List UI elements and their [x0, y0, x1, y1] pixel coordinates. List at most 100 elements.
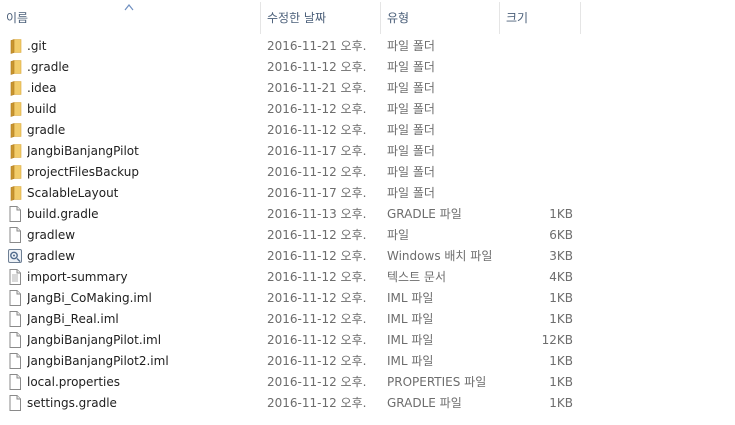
file-row[interactable]: build.gradle 2016-11-13 오후... GRADLE 파일 1KB	[0, 204, 735, 225]
file-type: 파일 폴더	[387, 39, 435, 53]
file-row[interactable]: gradlew 2016-11-12 오후... Windows 배치 파일 3KB	[0, 246, 735, 267]
column-header: 이름 수정한 날짜 유형 크기	[0, 0, 735, 36]
file-name: gradlew	[27, 228, 76, 242]
file-type: 파일 폴더	[387, 102, 435, 116]
folder-icon	[7, 80, 23, 96]
file-size	[500, 183, 573, 204]
file-icon	[7, 374, 23, 390]
file-name: JangbiBanjangPilot.iml	[27, 333, 162, 347]
folder-icon	[7, 101, 23, 117]
column-divider[interactable]	[499, 2, 500, 34]
file-type: Windows 배치 파일	[387, 249, 493, 263]
column-header-size[interactable]: 크기	[500, 0, 580, 36]
column-header-date-label: 수정한 날짜	[267, 11, 327, 25]
file-date-modified: 2016-11-12 오후...	[267, 291, 367, 305]
column-divider[interactable]	[580, 2, 581, 34]
file-date-modified: 2016-11-12 오후...	[267, 354, 367, 368]
file-date-modified: 2016-11-12 오후...	[267, 333, 367, 347]
file-row[interactable]: .git 2016-11-21 오후... 파일 폴더	[0, 36, 735, 57]
file-type: GRADLE 파일	[387, 396, 462, 410]
file-row[interactable]: .idea 2016-11-21 오후... 파일 폴더	[0, 78, 735, 99]
file-name: JangBi_Real.iml	[27, 312, 119, 326]
file-size: 6KB	[549, 228, 573, 242]
folder-icon	[7, 143, 23, 159]
file-type: 파일 폴더	[387, 186, 435, 200]
file-size: 12KB	[541, 333, 573, 347]
file-row[interactable]: ScalableLayout 2016-11-17 오후... 파일 폴더	[0, 183, 735, 204]
file-icon	[7, 395, 23, 411]
file-name: JangbiBanjangPilot	[27, 144, 139, 158]
file-row[interactable]: gradle 2016-11-12 오후... 파일 폴더	[0, 120, 735, 141]
file-row[interactable]: JangbiBanjangPilot.iml 2016-11-12 오후... IM…	[0, 330, 735, 351]
file-date-modified: 2016-11-12 오후...	[267, 375, 367, 389]
column-header-name-label: 이름	[6, 11, 29, 25]
file-icon	[7, 353, 23, 369]
file-row[interactable]: build 2016-11-12 오후... 파일 폴더	[0, 99, 735, 120]
file-name: gradlew	[27, 249, 76, 263]
file-icon	[7, 227, 23, 243]
file-type: IML 파일	[387, 333, 434, 347]
file-type: 텍스트 문서	[387, 270, 447, 284]
file-type: GRADLE 파일	[387, 207, 462, 221]
file-date-modified: 2016-11-12 오후...	[267, 102, 367, 116]
file-name: projectFilesBackup	[27, 165, 139, 179]
file-size	[500, 36, 573, 57]
folder-icon	[7, 59, 23, 75]
sort-ascending-icon	[124, 4, 134, 11]
file-name: ScalableLayout	[27, 186, 119, 200]
file-type: IML 파일	[387, 291, 434, 305]
file-row[interactable]: JangbiBanjangPilot 2016-11-17 오후... 파일 폴더	[0, 141, 735, 162]
file-size: 1KB	[549, 291, 573, 305]
file-date-modified: 2016-11-12 오후...	[267, 270, 367, 284]
file-row[interactable]: gradlew 2016-11-12 오후... 파일 6KB	[0, 225, 735, 246]
column-divider[interactable]	[260, 2, 261, 34]
batch-file-icon	[7, 248, 23, 264]
column-divider[interactable]	[380, 2, 381, 34]
file-size: 1KB	[549, 375, 573, 389]
file-row[interactable]: local.properties 2016-11-12 오후... PROPERTI…	[0, 372, 735, 393]
column-header-type[interactable]: 유형	[381, 0, 499, 36]
file-type: 파일 폴더	[387, 144, 435, 158]
file-size	[500, 162, 573, 183]
file-date-modified: 2016-11-12 오후...	[267, 396, 367, 410]
file-icon	[7, 311, 23, 327]
file-size: 1KB	[549, 396, 573, 410]
file-name: import-summary	[27, 270, 128, 284]
file-date-modified: 2016-11-12 오후...	[267, 228, 367, 242]
column-header-size-label: 크기	[506, 11, 529, 25]
file-date-modified: 2016-11-12 오후...	[267, 249, 367, 263]
file-size	[500, 141, 573, 162]
file-size: 4KB	[549, 270, 573, 284]
file-date-modified: 2016-11-12 오후...	[267, 165, 367, 179]
column-header-name[interactable]: 이름	[0, 0, 260, 36]
file-row[interactable]: .gradle 2016-11-12 오후... 파일 폴더	[0, 57, 735, 78]
file-row[interactable]: JangbiBanjangPilot2.iml 2016-11-12 오후... I…	[0, 351, 735, 372]
file-size	[500, 78, 573, 99]
file-name: .gradle	[27, 60, 70, 74]
file-type: 파일 폴더	[387, 165, 435, 179]
column-header-type-label: 유형	[387, 11, 410, 25]
file-row[interactable]: settings.gradle 2016-11-12 오후... GRADLE 파일…	[0, 393, 735, 414]
file-row[interactable]: JangBi_Real.iml 2016-11-12 오후... IML 파일 1KB	[0, 309, 735, 330]
text-file-icon	[7, 269, 23, 285]
file-row[interactable]: import-summary 2016-11-12 오후... 텍스트 문서 4KB	[0, 267, 735, 288]
file-size	[500, 120, 573, 141]
file-row[interactable]: projectFilesBackup 2016-11-12 오후... 파일 폴더	[0, 162, 735, 183]
file-type: 파일 폴더	[387, 123, 435, 137]
folder-icon	[7, 185, 23, 201]
file-icon	[7, 332, 23, 348]
file-name: JangbiBanjangPilot2.iml	[27, 354, 169, 368]
file-name: gradle	[27, 123, 66, 137]
file-name: local.properties	[27, 375, 121, 389]
column-header-date[interactable]: 수정한 날짜	[261, 0, 380, 36]
file-date-modified: 2016-11-21 오후...	[267, 81, 367, 95]
file-type: IML 파일	[387, 312, 434, 326]
file-date-modified: 2016-11-12 오후...	[267, 60, 367, 74]
file-row[interactable]: JangBi_CoMaking.iml 2016-11-12 오후... IML 파…	[0, 288, 735, 309]
file-name: .idea	[27, 81, 57, 95]
folder-icon	[7, 164, 23, 180]
file-date-modified: 2016-11-13 오후...	[267, 207, 367, 221]
file-type: IML 파일	[387, 354, 434, 368]
file-name: .git	[27, 39, 47, 53]
file-type: 파일 폴더	[387, 81, 435, 95]
